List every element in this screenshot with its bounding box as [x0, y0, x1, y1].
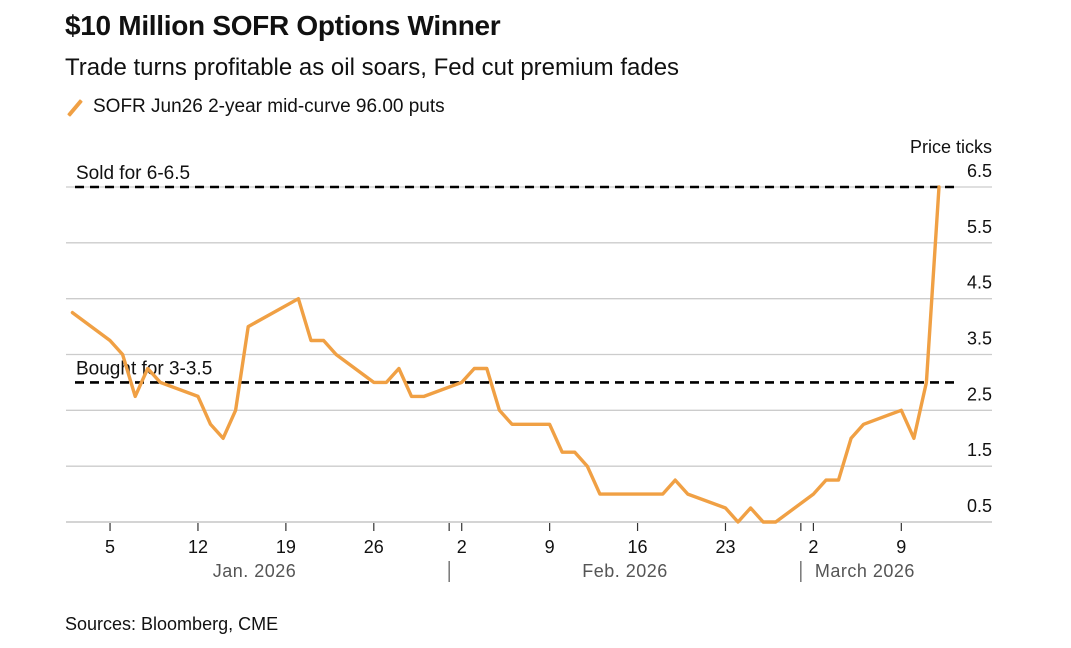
legend: SOFR Jun26 2-year mid-curve 96.00 puts — [65, 96, 445, 118]
y-tick-label: 0.5 — [967, 496, 992, 516]
month-label: Jan. 2026 — [213, 561, 297, 581]
legend-label: SOFR Jun26 2-year mid-curve 96.00 puts — [93, 96, 445, 117]
reference-label: Sold for 6-6.5 — [76, 163, 190, 184]
y-tick-label: 3.5 — [967, 329, 992, 349]
x-tick-label: 2 — [457, 537, 467, 557]
reference-label: Bought for 3-3.5 — [76, 358, 212, 379]
y-tick-label: 1.5 — [967, 440, 992, 460]
x-tick-label: 9 — [896, 537, 906, 557]
y-tick-label: 5.5 — [967, 217, 992, 237]
month-label: March 2026 — [815, 561, 915, 581]
y-tick-label: 4.5 — [967, 273, 992, 293]
y-tick-label: 2.5 — [967, 384, 992, 404]
x-tick-label: 2 — [808, 537, 818, 557]
y-tick-label: 6.5 — [967, 161, 992, 181]
reference-lines: Sold for 6-6.5 Bought for 3-3.5 — [75, 163, 955, 384]
x-tick-label: 12 — [188, 537, 208, 557]
x-tick-label: 9 — [545, 537, 555, 557]
axes: Price ticks 6.5 5.5 4.5 3.5 2.5 1.5 0.5 5 12 19 26… — [105, 137, 992, 582]
x-tick-label: 26 — [364, 537, 384, 557]
y-axis-title: Price ticks — [910, 137, 992, 157]
chart-subtitle: Trade turns profitable as oil soars, Fed… — [65, 54, 680, 81]
month-label: Feb. 2026 — [582, 561, 668, 581]
x-tick-label: 5 — [105, 537, 115, 557]
source-note: Sources: Bloomberg, CME — [65, 614, 279, 634]
x-tick-label: 19 — [276, 537, 296, 557]
gridlines — [66, 186, 992, 523]
chart-title: $10 Million SOFR Options Winner — [65, 10, 501, 41]
series-line — [70, 185, 941, 524]
x-tick-label: 23 — [715, 537, 735, 557]
series — [70, 185, 941, 524]
x-tick-label: 16 — [628, 537, 648, 557]
